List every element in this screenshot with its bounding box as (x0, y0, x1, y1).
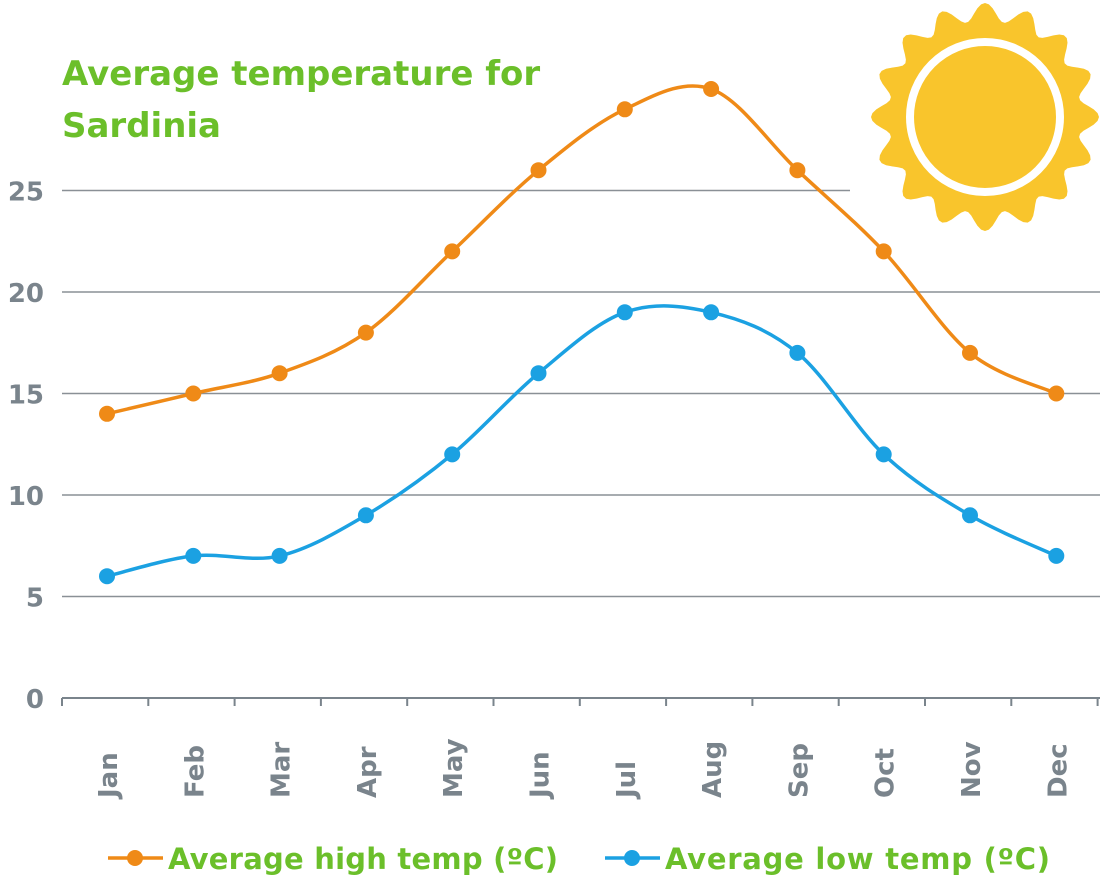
legend-label: Average high temp (ºC) (168, 842, 558, 876)
data-point (875, 446, 892, 463)
x-tick-label: Apr (353, 746, 383, 798)
data-point (1048, 547, 1065, 564)
chart-title: Average temperature for Sardinia (62, 54, 541, 146)
x-tick-label: Jul (612, 761, 642, 800)
data-point (789, 344, 806, 361)
data-point (530, 365, 547, 382)
y-tick-label: 25 (8, 178, 44, 208)
sun-ring (906, 38, 1064, 196)
data-point (616, 304, 633, 321)
x-tick-label: Feb (180, 745, 210, 798)
sun-icon (871, 3, 1099, 231)
data-point (962, 344, 978, 361)
legend-label: Average low temp (ºC) (665, 842, 1050, 876)
legend-marker (127, 850, 143, 866)
y-tick-label: 10 (8, 482, 44, 512)
x-tick-label: Aug (698, 741, 728, 798)
data-point (530, 162, 547, 179)
y-tick-label: 5 (26, 584, 44, 614)
x-tick-label: Jan (94, 752, 124, 800)
data-point (99, 568, 115, 585)
y-tick-label: 0 (26, 685, 44, 715)
y-tick-label: 20 (8, 279, 44, 309)
data-point (703, 304, 720, 321)
data-point (703, 81, 720, 97)
x-tick-label: Nov (957, 741, 987, 798)
data-point (185, 385, 202, 402)
x-tick-label: Dec (1043, 743, 1073, 798)
data-point (789, 162, 806, 179)
data-point (99, 405, 115, 422)
data-point (271, 365, 288, 382)
data-point (357, 324, 374, 341)
data-point (875, 243, 892, 260)
data-point (271, 547, 288, 564)
data-point (962, 507, 978, 524)
data-point (185, 547, 202, 564)
x-tick-label: Jun (526, 751, 556, 800)
data-point (357, 507, 374, 524)
x-tick-label: Sep (784, 743, 814, 798)
y-tick-label: 15 (8, 381, 44, 411)
x-tick-label: Oct (871, 748, 901, 798)
series-line (106, 304, 1058, 578)
data-point (444, 243, 461, 260)
data-point (444, 446, 461, 463)
data-point (1048, 385, 1065, 402)
legend-marker (624, 850, 640, 866)
x-tick-label: Mar (267, 742, 297, 798)
x-tick-label: May (439, 738, 469, 798)
data-point (616, 101, 633, 118)
